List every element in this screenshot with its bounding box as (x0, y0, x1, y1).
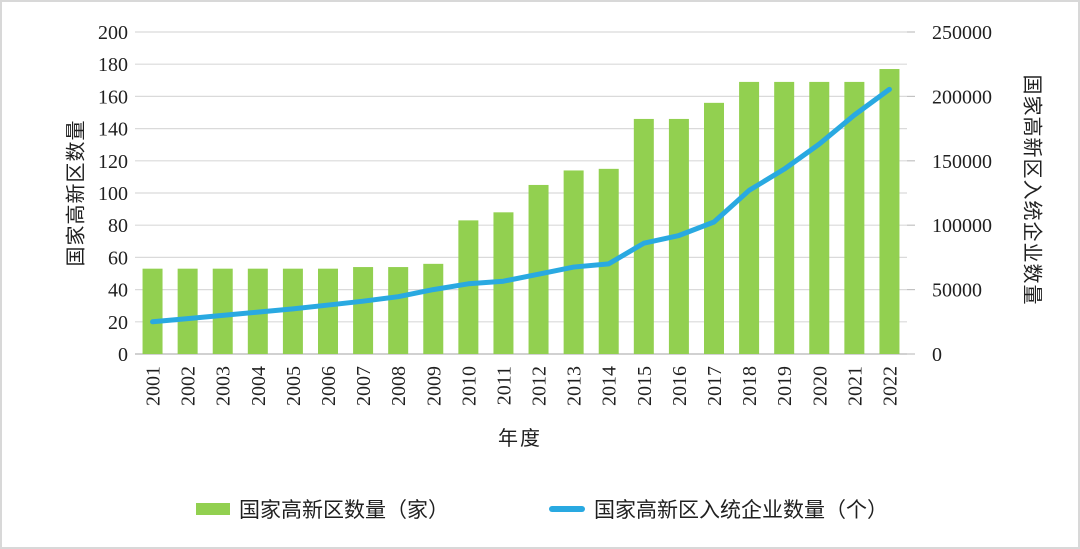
x-tick-label-2011: 2011 (493, 366, 515, 405)
bar-2012 (528, 184, 549, 354)
right-tick-label: 100000 (932, 215, 992, 237)
x-tick-label-2010: 2010 (458, 366, 480, 406)
x-tick-label-2008: 2008 (388, 366, 410, 406)
left-axis-title: 国家高新区数量 (65, 119, 88, 267)
bar-2020 (809, 81, 830, 354)
bar-2003 (212, 268, 233, 354)
bar-2019 (774, 81, 795, 354)
x-tick-label-2014: 2014 (599, 366, 621, 406)
x-tick-label-2002: 2002 (178, 366, 200, 406)
bar-swatch-icon (196, 503, 230, 515)
x-tick-label-2018: 2018 (739, 366, 761, 406)
legend-label-bars: 国家高新区数量（家） (239, 498, 449, 522)
enterprise-count-line (150, 86, 892, 325)
left-tick-label: 120 (98, 151, 128, 173)
bar-2010 (458, 220, 479, 354)
x-tick-label-2001: 2001 (143, 366, 165, 406)
x-tick-label-2006: 2006 (318, 366, 340, 406)
right-tick-label: 0 (932, 344, 942, 366)
bar-2022 (879, 69, 900, 354)
right-axis-title: 国家高新区入统企业数量 (1020, 74, 1043, 306)
x-tick-label-2005: 2005 (283, 366, 305, 406)
x-tick-label-2013: 2013 (564, 366, 586, 406)
bar-2008 (388, 267, 409, 354)
x-axis-title: 年度 (498, 428, 542, 450)
left-axis-tick-labels: 0 20 40 60 80 100 120 140 160 180 200 (98, 22, 128, 366)
legend: 国家高新区数量（家） 国家高新区入统企业数量（个） (2, 494, 1078, 524)
x-tick-label-2017: 2017 (704, 366, 726, 406)
bar-2021 (844, 81, 865, 354)
x-tick-label-2009: 2009 (423, 366, 445, 406)
legend-item-bars: 国家高新区数量（家） (196, 494, 449, 524)
line-series (150, 86, 892, 325)
x-tick-label-2007: 2007 (353, 366, 375, 406)
left-tick-label: 140 (98, 119, 128, 141)
right-axis-tick-labels: 0 50000 100000 150000 200000 250000 (932, 22, 992, 366)
right-tick-label: 150000 (932, 151, 992, 173)
bar-2013 (563, 170, 584, 354)
x-tick-label-2016: 2016 (669, 366, 691, 406)
bar-2001 (142, 268, 163, 354)
bar-2002 (177, 268, 198, 354)
x-tick-label-2015: 2015 (634, 366, 656, 406)
x-tick-label-2004: 2004 (248, 366, 270, 406)
right-tick-label: 200000 (932, 86, 992, 108)
x-tick-label-2022: 2022 (879, 366, 901, 406)
bar-2009 (423, 263, 444, 354)
x-tick-label-2003: 2003 (213, 366, 235, 406)
left-tick-label: 80 (108, 215, 128, 237)
left-tick-label: 0 (118, 344, 128, 366)
left-tick-label: 40 (108, 280, 128, 302)
right-tick-label: 50000 (932, 280, 982, 302)
left-tick-label: 160 (98, 86, 128, 108)
legend-label-line: 国家高新区入统企业数量（个） (594, 498, 888, 522)
bar-2015 (633, 118, 654, 354)
left-tick-label: 100 (98, 183, 128, 205)
x-axis-tick-labels: 2001 2002 2003 2004 2005 2006 2007 2008 2009 2010… (143, 366, 902, 406)
line-swatch-icon (549, 506, 585, 512)
bar-2018 (739, 81, 760, 354)
legend-item-line: 国家高新区入统企业数量（个） (549, 494, 888, 524)
left-tick-label: 20 (108, 312, 128, 334)
x-tick-label-2020: 2020 (809, 366, 831, 406)
left-tick-label: 60 (108, 247, 128, 269)
left-tick-label: 180 (98, 54, 128, 76)
bar-2006 (318, 268, 338, 354)
x-tick-label-2021: 2021 (844, 366, 866, 406)
x-tick-label-2019: 2019 (774, 366, 796, 406)
x-tick-label-2012: 2012 (529, 366, 551, 406)
bar-2007 (353, 267, 374, 354)
bar-2017 (704, 102, 724, 354)
right-tick-label: 250000 (932, 22, 992, 44)
left-tick-label: 200 (98, 22, 128, 44)
